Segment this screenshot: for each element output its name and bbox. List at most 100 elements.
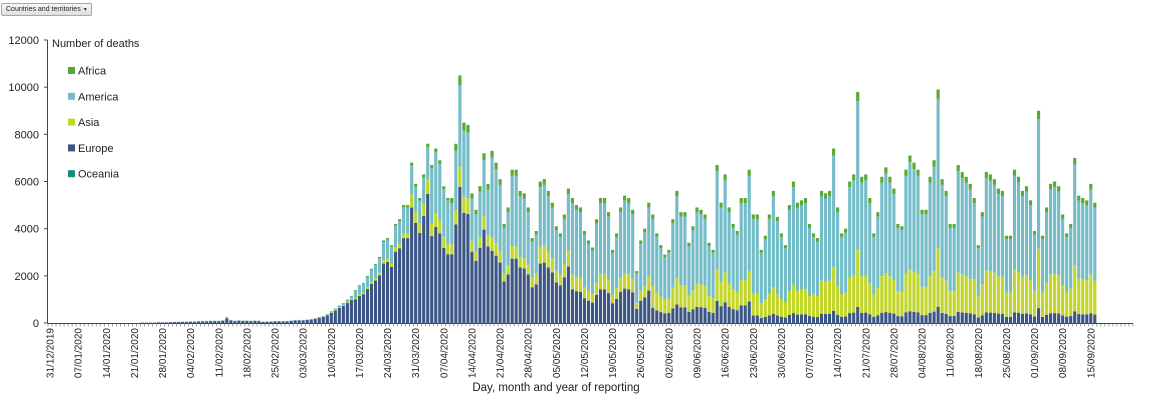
bar-asia [398, 244, 402, 249]
bar-europe [494, 255, 498, 323]
bar-america [832, 155, 836, 268]
bar-asia [779, 298, 783, 317]
bar-america [1041, 239, 1045, 293]
bar-europe [876, 315, 880, 323]
bar-europe [1032, 316, 1037, 323]
bar-africa [912, 162, 916, 170]
bar-africa [908, 155, 912, 163]
bar-america [932, 166, 936, 271]
bar-europe [582, 298, 587, 323]
bar-africa [1037, 110, 1041, 120]
bar-africa [454, 143, 458, 151]
bar-europe [691, 309, 695, 323]
bar-america [699, 214, 703, 285]
bar-america [1028, 205, 1033, 281]
countries-filter-button[interactable]: Countries and territories ▾ [1, 3, 92, 16]
bar-europe [828, 313, 832, 323]
bar-america [434, 151, 438, 214]
bar-asia [711, 298, 715, 313]
bar-africa [771, 190, 775, 197]
bar-america [1069, 227, 1073, 289]
bar-asia [1012, 269, 1017, 313]
bar-asia [739, 280, 743, 306]
bar-america [779, 236, 783, 299]
bar-europe [924, 315, 928, 323]
bar-europe [213, 321, 217, 323]
legend-swatch-europe [68, 144, 75, 152]
bar-asia [1000, 276, 1004, 314]
bar-africa [486, 183, 490, 190]
bar-africa [944, 190, 948, 197]
bar-asia [386, 258, 390, 262]
x-tick-label: 16/06/2020 [721, 328, 732, 378]
x-tick-label: 31/12/2019 [46, 328, 57, 378]
bar-asia [1081, 279, 1085, 315]
bar-asia [771, 287, 775, 314]
bar-asia [414, 211, 418, 223]
bar-africa [703, 214, 707, 219]
bar-africa [932, 160, 936, 167]
bar-america [1004, 239, 1008, 293]
x-tick-label: 19/05/2020 [608, 328, 619, 378]
bar-america [381, 242, 386, 261]
bar-europe [253, 320, 257, 323]
bar-africa [586, 240, 591, 244]
bar-asia [904, 273, 908, 313]
bar-europe [205, 321, 209, 323]
bar-america [490, 157, 494, 237]
bar-europe [1045, 314, 1049, 323]
bar-africa [1053, 181, 1057, 188]
bar-asia [590, 293, 595, 303]
x-tick-label: 01/09/2020 [1030, 328, 1041, 378]
bar-europe [727, 306, 731, 323]
y-tick-label: 6000 [15, 177, 39, 189]
bar-europe [667, 312, 671, 323]
bar-asia [510, 246, 514, 259]
bar-africa [803, 198, 808, 204]
bar-america [775, 221, 779, 295]
bar-asia [735, 291, 739, 311]
legend-swatch-asia [68, 118, 75, 126]
bar-america [896, 227, 900, 292]
bar-africa [992, 179, 996, 185]
bar-africa [715, 164, 719, 172]
bar-africa [365, 275, 370, 277]
bar-asia [828, 280, 832, 314]
bar-africa [996, 188, 1000, 194]
bar-america [418, 200, 422, 224]
bar-america [337, 305, 341, 308]
bar-europe [257, 321, 261, 323]
bar-africa [466, 124, 470, 133]
bar-america [430, 168, 434, 224]
bar-europe [832, 310, 836, 323]
legend-swatch-oceania [68, 170, 75, 178]
bar-africa [526, 207, 530, 213]
bar-america [1020, 196, 1025, 277]
bar-europe [337, 307, 341, 323]
bar-america [743, 203, 747, 281]
bar-america [478, 191, 482, 237]
bar-america [731, 227, 735, 290]
bar-europe [1085, 314, 1089, 323]
bar-europe [365, 289, 370, 323]
bar-asia [860, 276, 864, 313]
bar-asia [498, 251, 502, 263]
bar-europe [960, 312, 964, 323]
bar-europe [651, 307, 655, 323]
bar-africa [494, 162, 498, 170]
bar-africa [948, 223, 952, 228]
x-tick-label: 04/08/2020 [918, 328, 929, 378]
bar-asia [482, 216, 486, 230]
bar-america [719, 207, 723, 283]
bar-asia [948, 291, 952, 317]
bar-america [992, 184, 996, 273]
chevron-down-icon: ▾ [83, 7, 87, 13]
bar-africa [880, 176, 884, 183]
bar-europe [856, 306, 860, 323]
bar-europe [623, 288, 627, 323]
bar-asia [896, 291, 900, 317]
bar-africa [952, 223, 956, 228]
bar-america [972, 203, 976, 280]
bar-america [876, 216, 880, 288]
bar-europe [333, 310, 337, 323]
